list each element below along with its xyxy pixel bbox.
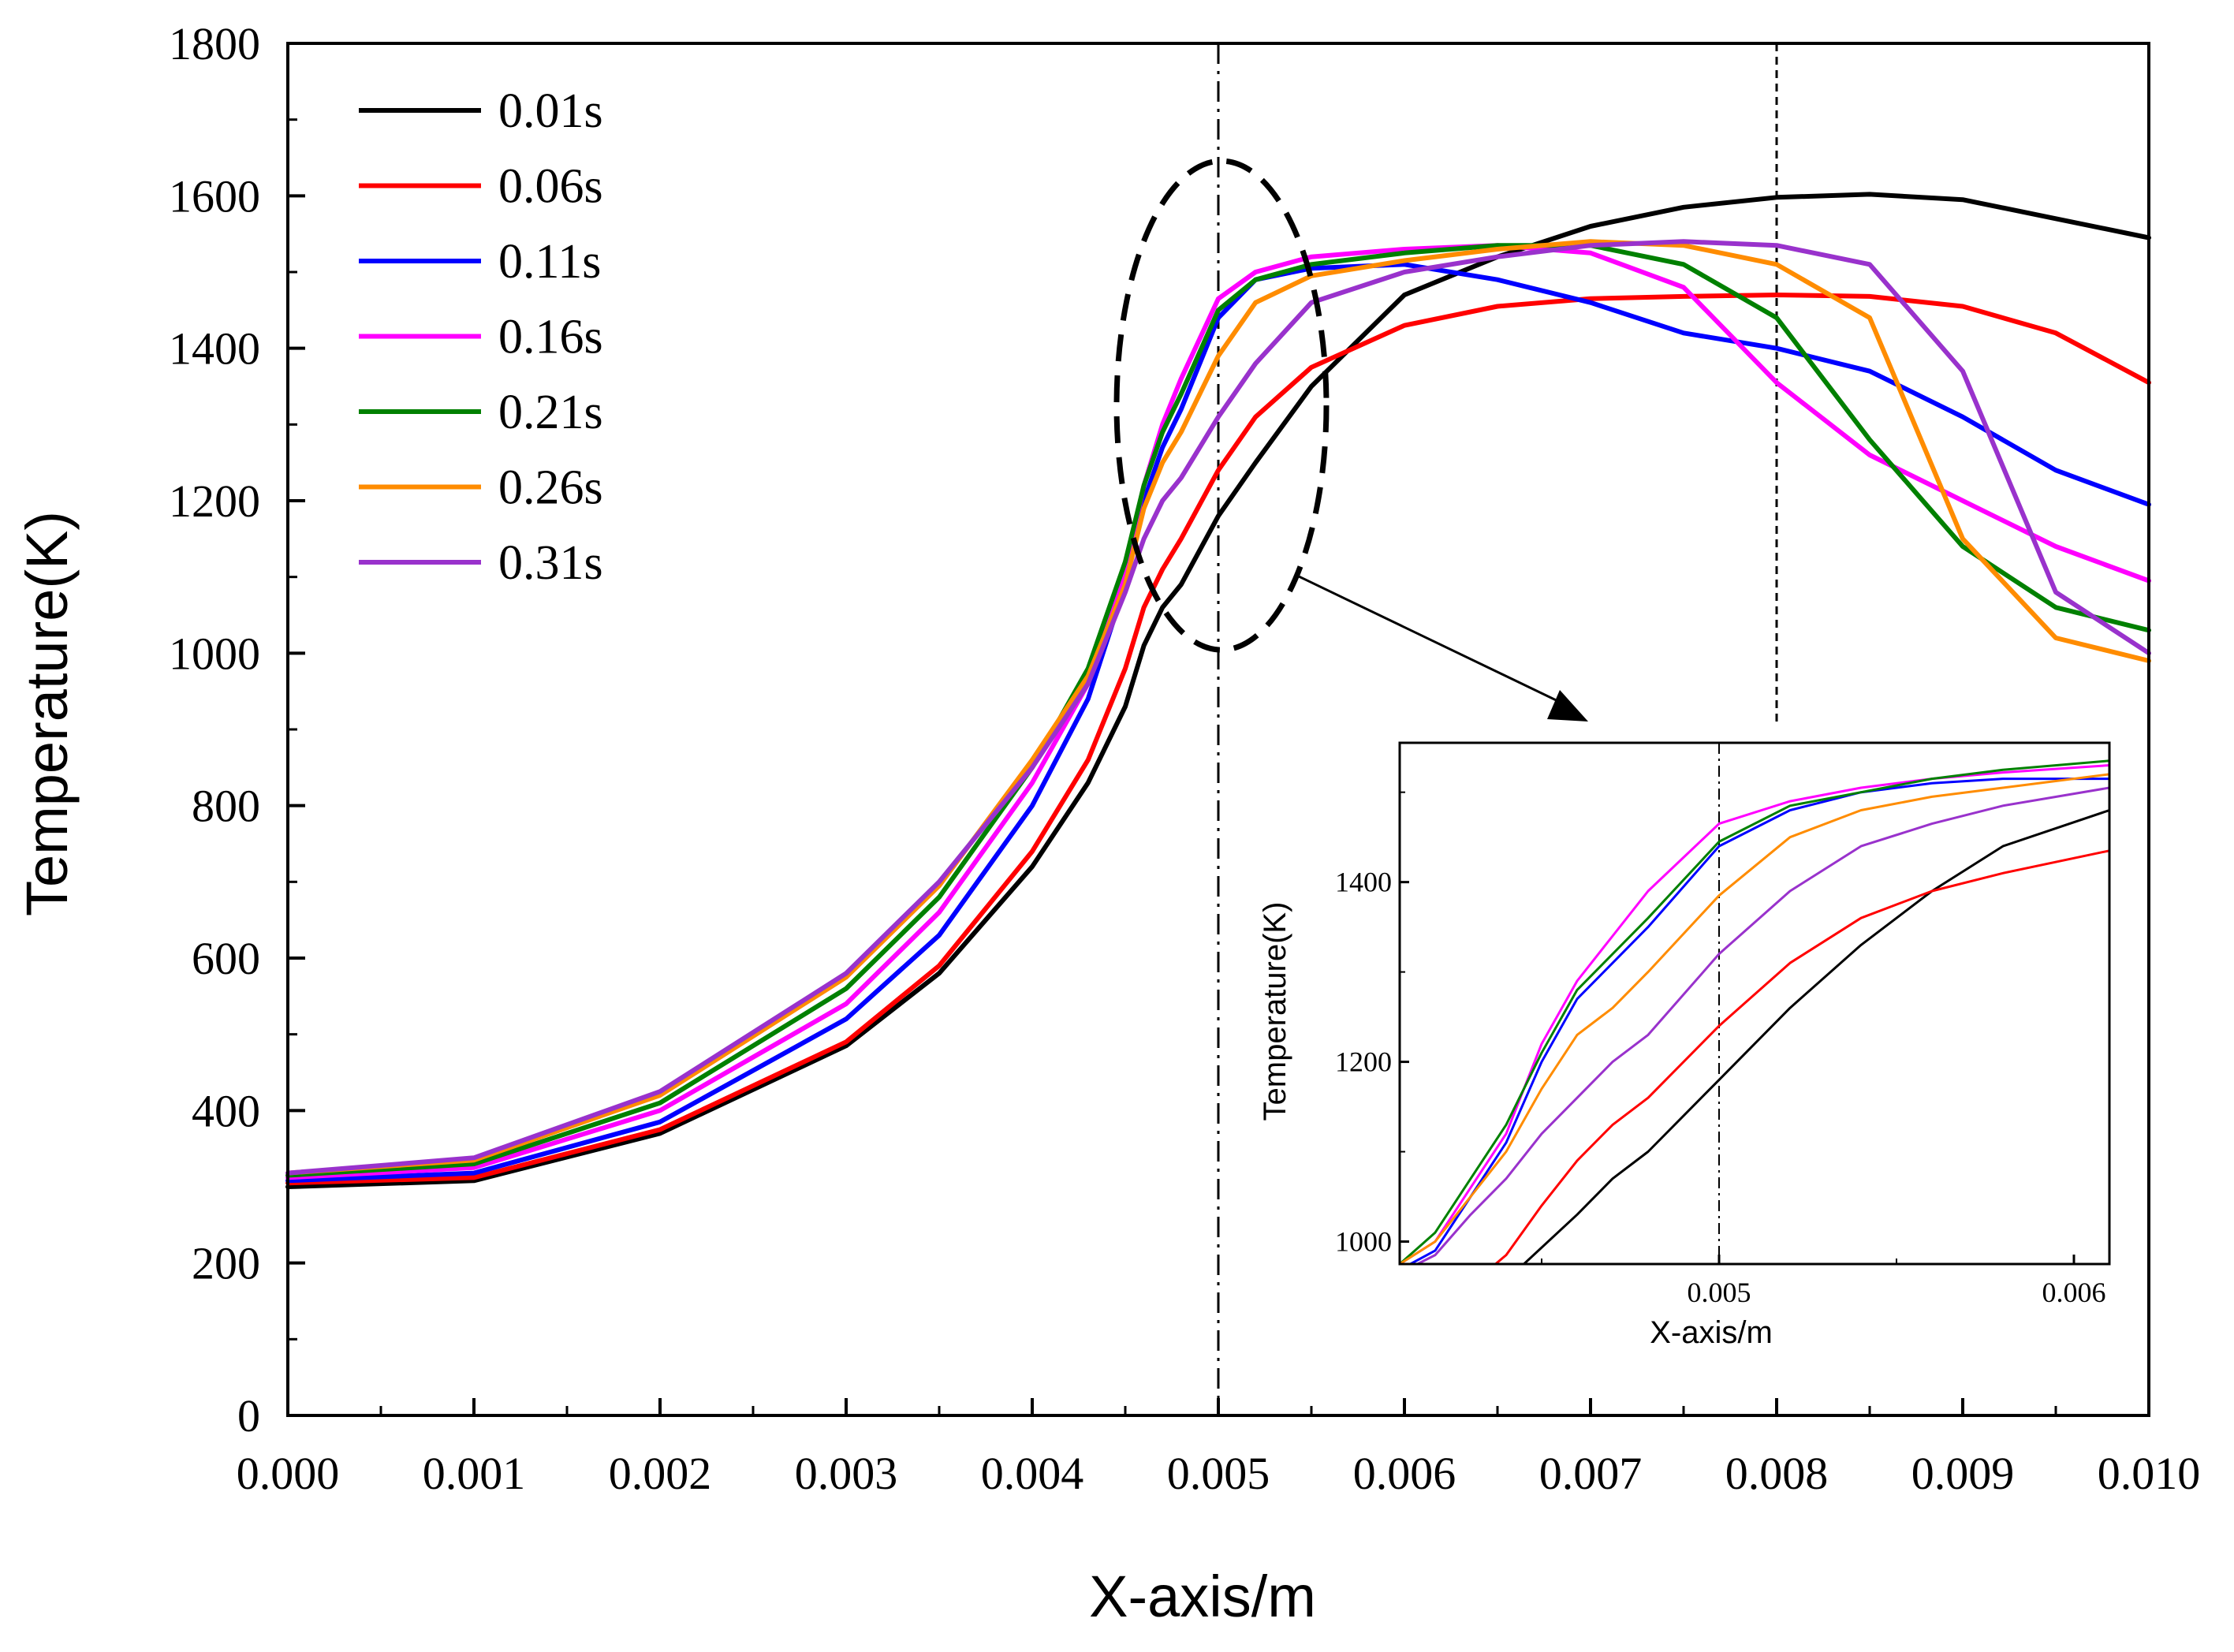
legend-label-0.31s: 0.31s [498,536,603,590]
inset-y-tick-label: 1000 [1335,1226,1392,1258]
inset-x-axis-title: X-axis/m [1650,1315,1773,1350]
inset-y-tick-label: 1200 [1335,1046,1392,1078]
inset-series-line-0.31s [1416,786,2109,1264]
x-tick-label: 0.004 [981,1448,1084,1499]
x-tick-label: 0.010 [2098,1448,2201,1499]
zoom-ellipse [1113,158,1330,653]
y-tick-label: 400 [192,1085,260,1136]
x-tick-label: 0.000 [237,1448,340,1499]
y-tick-label: 200 [192,1238,260,1289]
series-line-0.06s [285,293,2151,1186]
series-line-0.01s [285,192,2151,1189]
legend-label-0.11s: 0.11s [498,235,601,289]
legend: 0.01s 0.06s 0.11s 0.16s 0.21s 0.26s 0.31s [359,84,603,590]
inset-series-group [1400,759,2109,1264]
y-tick-label: 0 [237,1390,260,1441]
y-tick-label: 1800 [169,18,260,69]
inset-x-tick-label: 0.005 [1688,1277,1751,1308]
legend-label-0.16s: 0.16s [498,311,603,364]
legend-label-0.21s: 0.21s [498,386,603,439]
inset-plot: 0.005 0.006 1000 1200 1400 X-axis/m Temperatur… [1242,727,2133,1374]
inset-series-line-0.06s [1494,849,2109,1264]
x-tick-label: 0.001 [423,1448,526,1499]
x-tick-label: 0.009 [1911,1448,2015,1499]
inset-series-line-0.26s [1400,773,2109,1264]
y-tick-label: 1200 [169,475,260,527]
y-tick-label: 1000 [169,628,260,679]
x-tick-label: 0.007 [1539,1448,1643,1499]
x-axis-title: X-axis/m [1089,1564,1316,1629]
x-tick-label: 0.002 [609,1448,712,1499]
y-tick-label: 1600 [169,170,260,222]
inset-background [1242,727,2133,1374]
inset-series-line-0.21s [1400,759,2109,1264]
legend-label-0.06s: 0.06s [498,160,603,214]
main-plot: 0.000 0.001 0.002 0.003 0.004 0.005 0.006 0.007… [14,18,2200,1629]
y-tick-label: 600 [192,933,260,984]
x-tick-label: 0.008 [1725,1448,1829,1499]
inset-frame [1398,741,2111,1266]
inset-x-tick-label: 0.006 [2042,1277,2106,1308]
series-line-0.26s [285,239,2151,1176]
legend-label-0.01s: 0.01s [498,84,603,138]
series-line-0.31s [285,239,2151,1176]
inset-series-line-0.01s [1523,809,2109,1264]
x-tick-label: 0.006 [1353,1448,1456,1499]
y-tick-label: 800 [192,781,260,832]
zoom-arrow-line [1296,574,1570,708]
x-tick-label: 0.003 [795,1448,898,1499]
inset-y-axis-title: Temperature(K) [1258,902,1292,1121]
y-axis-title: Temperature(K) [14,511,80,916]
y-tick-label: 1400 [169,323,260,375]
series-line-0.21s [285,243,2151,1178]
zoom-arrow-head [1547,690,1588,722]
series-line-0.16s [285,243,2151,1180]
x-tick-label: 0.005 [1167,1448,1270,1499]
inset-y-tick-label: 1400 [1335,867,1392,898]
legend-label-0.26s: 0.26s [498,461,603,515]
